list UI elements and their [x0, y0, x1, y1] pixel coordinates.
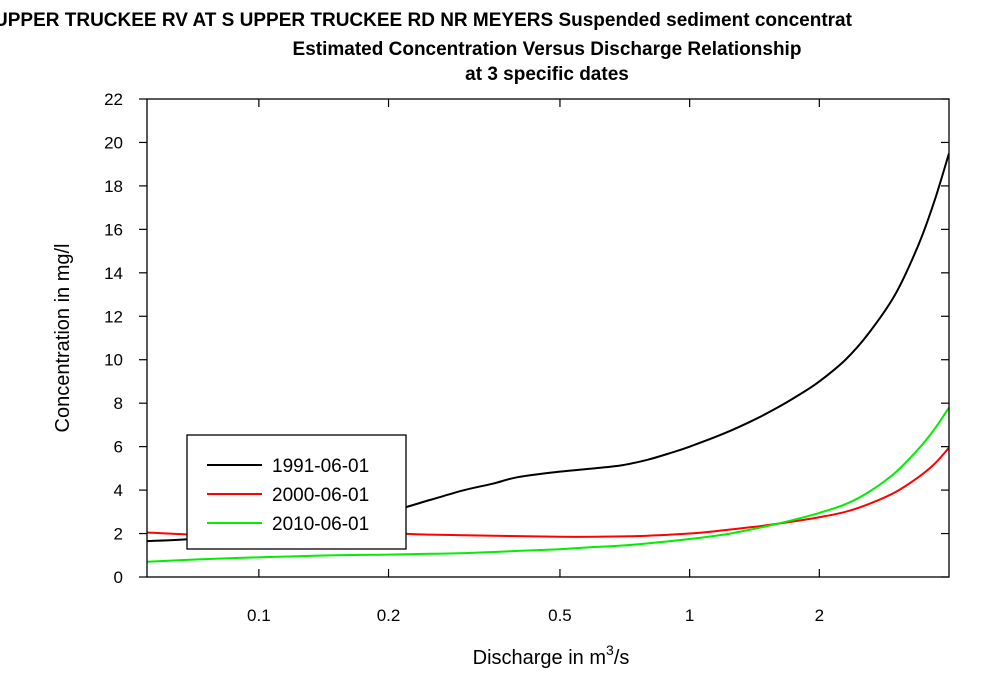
- x-tick-label: 0.5: [548, 606, 572, 625]
- y-tick-label: 22: [104, 90, 123, 109]
- plot-area-frame: [146, 98, 950, 578]
- legend-label-2010-06-01: 2010-06-01: [272, 514, 369, 535]
- x-axis: 0.1 0.2 0.5 1 2: [247, 99, 824, 625]
- series-line-2010-06-01: [147, 406, 949, 563]
- y-tick-label: 14: [104, 264, 123, 283]
- legend-box: [186, 434, 407, 550]
- x-axis-label: Discharge in m3/s: [473, 642, 630, 669]
- y-tick-label: 10: [104, 351, 123, 370]
- chart-title-line-3: at 3 specific dates: [465, 64, 629, 85]
- legend-label-2000-06-01: 2000-06-01: [272, 485, 369, 506]
- x-tick-label: 2: [815, 606, 824, 625]
- chart-title-line-2: Estimated Concentration Versus Discharge…: [292, 39, 802, 60]
- x-tick-label: 1: [685, 606, 694, 625]
- y-axis-label: Concentration in mg/l: [52, 244, 74, 433]
- x-axis-label-superscript: 3: [606, 642, 614, 658]
- legend: 1991-06-01 2000-06-01 2010-06-01: [186, 434, 407, 550]
- y-tick-label: 8: [114, 394, 123, 413]
- x-tick-label: 0.2: [377, 606, 401, 625]
- y-tick-label: 20: [104, 133, 123, 152]
- x-tick-label: 0.1: [247, 606, 271, 625]
- y-tick-label: 4: [114, 481, 123, 500]
- x-axis-label-text: Discharge in m: [473, 647, 606, 669]
- x-axis-label-unit: /s: [614, 647, 630, 669]
- y-tick-label: 18: [104, 177, 123, 196]
- y-tick-label: 6: [114, 438, 123, 457]
- chart-title-line-1: UPPER TRUCKEE RV AT S UPPER TRUCKEE RD N…: [0, 10, 852, 31]
- y-tick-label: 0: [114, 568, 123, 587]
- y-tick-label: 12: [104, 307, 123, 326]
- y-axis: 0 2 4 6 8 10 12 14 16 18 20 22: [104, 90, 949, 587]
- y-tick-label: 16: [104, 220, 123, 239]
- y-tick-label: 2: [114, 525, 123, 544]
- legend-label-1991-06-01: 1991-06-01: [272, 456, 369, 477]
